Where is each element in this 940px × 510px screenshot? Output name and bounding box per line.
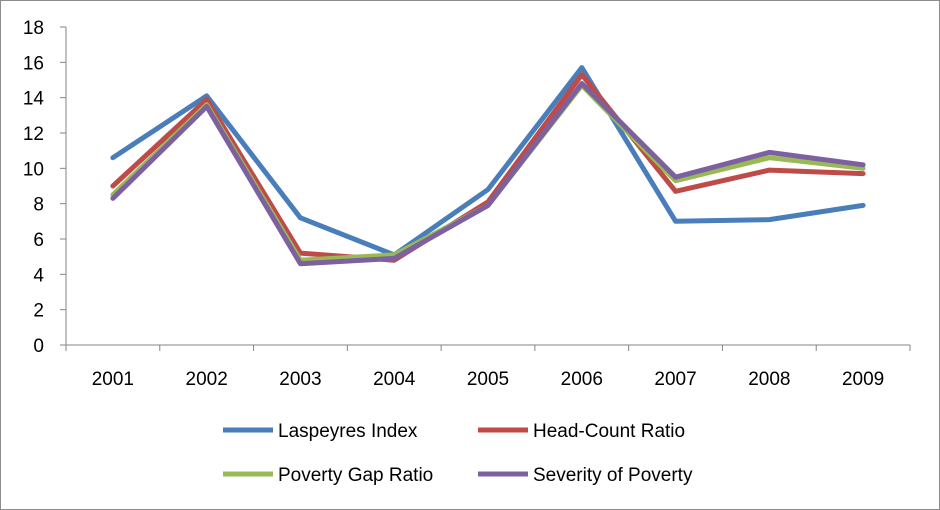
x-tick-label: 2006 [561, 369, 603, 390]
y-tick-label: 16 [23, 53, 44, 74]
legend: Laspeyres Index Head-Count Ratio Poverty G… [223, 421, 693, 486]
series-line-head-count-ratio [110, 72, 866, 263]
x-tick-label: 2001 [92, 369, 134, 390]
x-tick-label: 2003 [279, 369, 321, 390]
x-tick-label: 2007 [654, 369, 696, 390]
legend-label-poverty-gap-ratio: Poverty Gap Ratio [278, 465, 433, 486]
y-tick-label: 10 [23, 159, 44, 180]
x-tick-label: 2009 [842, 369, 884, 390]
y-tick-label: 6 [33, 230, 44, 251]
y-tick-label: 2 [33, 301, 44, 322]
series-line-severity-of-poverty [110, 81, 866, 267]
y-tick-label: 4 [33, 265, 44, 286]
x-tick-label: 2008 [748, 369, 790, 390]
y-tick-label: 18 [23, 18, 44, 39]
y-tick-label: 8 [33, 195, 44, 216]
legend-label-laspeyres-index: Laspeyres Index [278, 421, 418, 442]
x-axis: 2001 2002 2003 2004 2005 2006 2007 2008 2009 [65, 344, 911, 390]
y-tick-label: 0 [33, 336, 44, 357]
y-axis: 0 2 4 6 8 10 12 14 16 18 [23, 18, 67, 357]
legend-label-head-count-ratio: Head-Count Ratio [533, 421, 685, 442]
legend-label-severity-of-poverty: Severity of Poverty [533, 465, 693, 486]
x-tick-label: 2004 [373, 369, 416, 390]
y-tick-label: 12 [23, 124, 44, 145]
x-tick-label: 2005 [467, 369, 509, 390]
x-tick-label: 2002 [186, 369, 228, 390]
y-tick-label: 14 [23, 89, 45, 110]
series-layer [110, 65, 866, 267]
series-line-laspeyres-index [110, 65, 866, 258]
